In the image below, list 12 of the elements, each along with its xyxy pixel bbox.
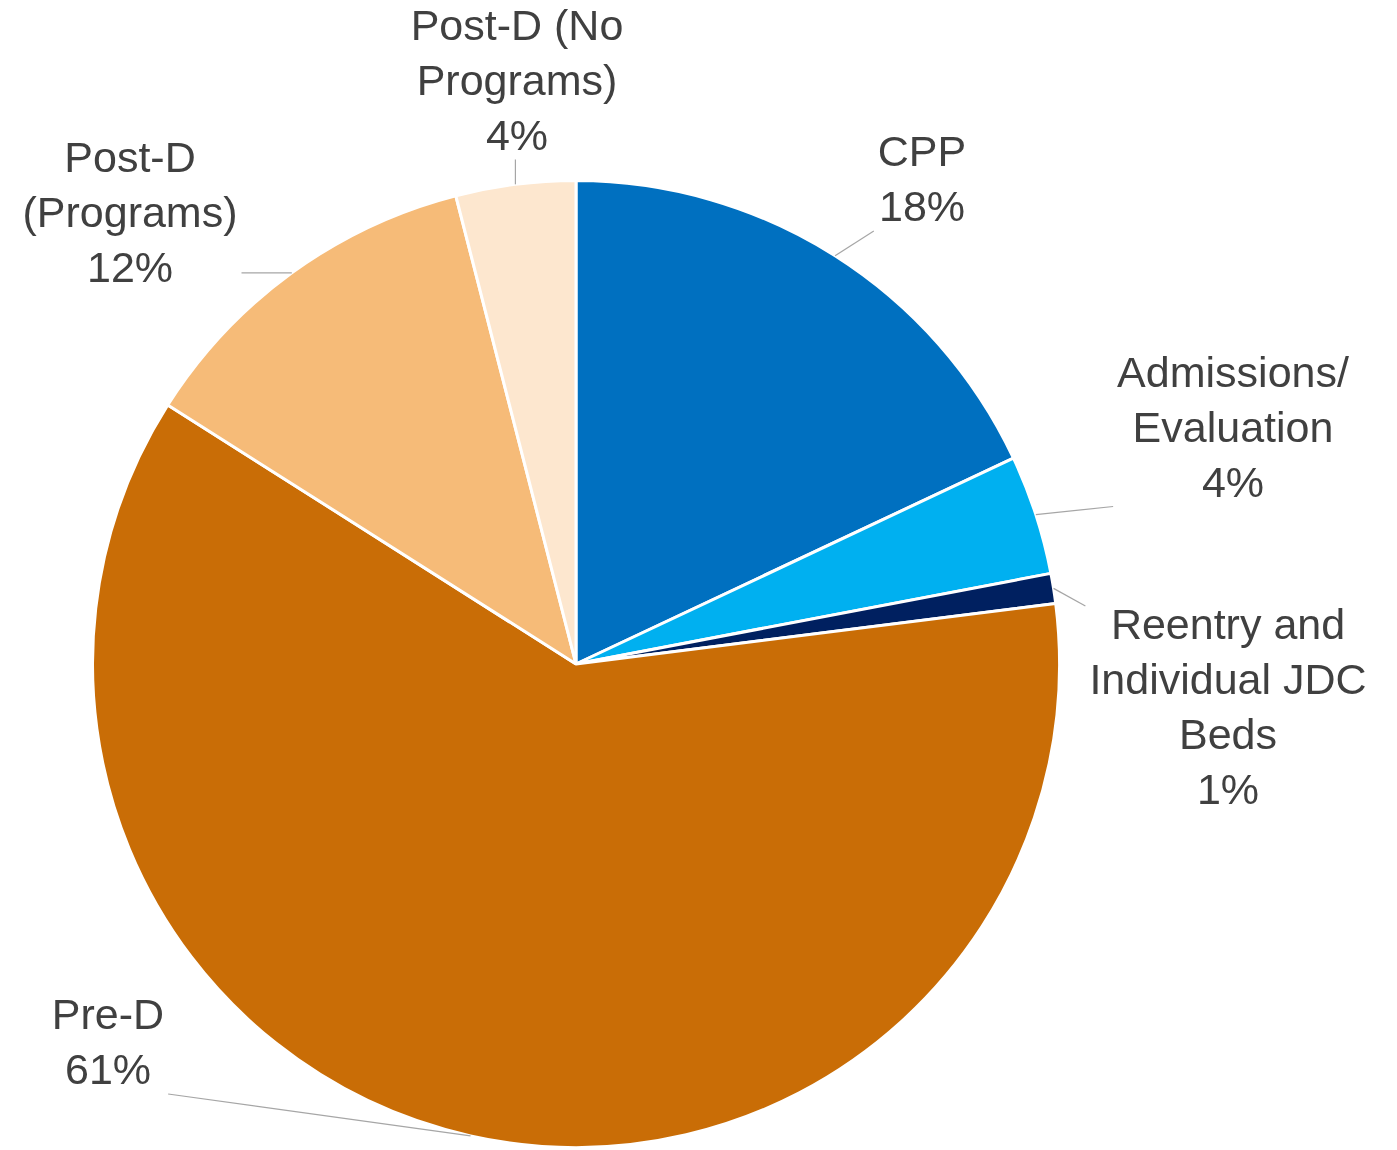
slice-label: Pre-D <box>51 990 165 1039</box>
slice-label: Post-D (No Programs) <box>410 0 624 104</box>
data-label: 12% <box>86 242 174 291</box>
data-label: 4% <box>485 110 549 159</box>
data-label: 4% <box>1201 457 1265 506</box>
data-label: 18% <box>878 182 966 231</box>
data-label: 61% <box>64 1045 152 1094</box>
slice-label: Admissions/Evaluation <box>1117 347 1349 451</box>
slice-label: CPP <box>877 127 967 176</box>
data-label: 1% <box>1196 765 1260 814</box>
slice-label: Post-D (Programs) <box>22 132 238 236</box>
slice-label: Reentry and Individual JDC Beds <box>1089 600 1367 759</box>
